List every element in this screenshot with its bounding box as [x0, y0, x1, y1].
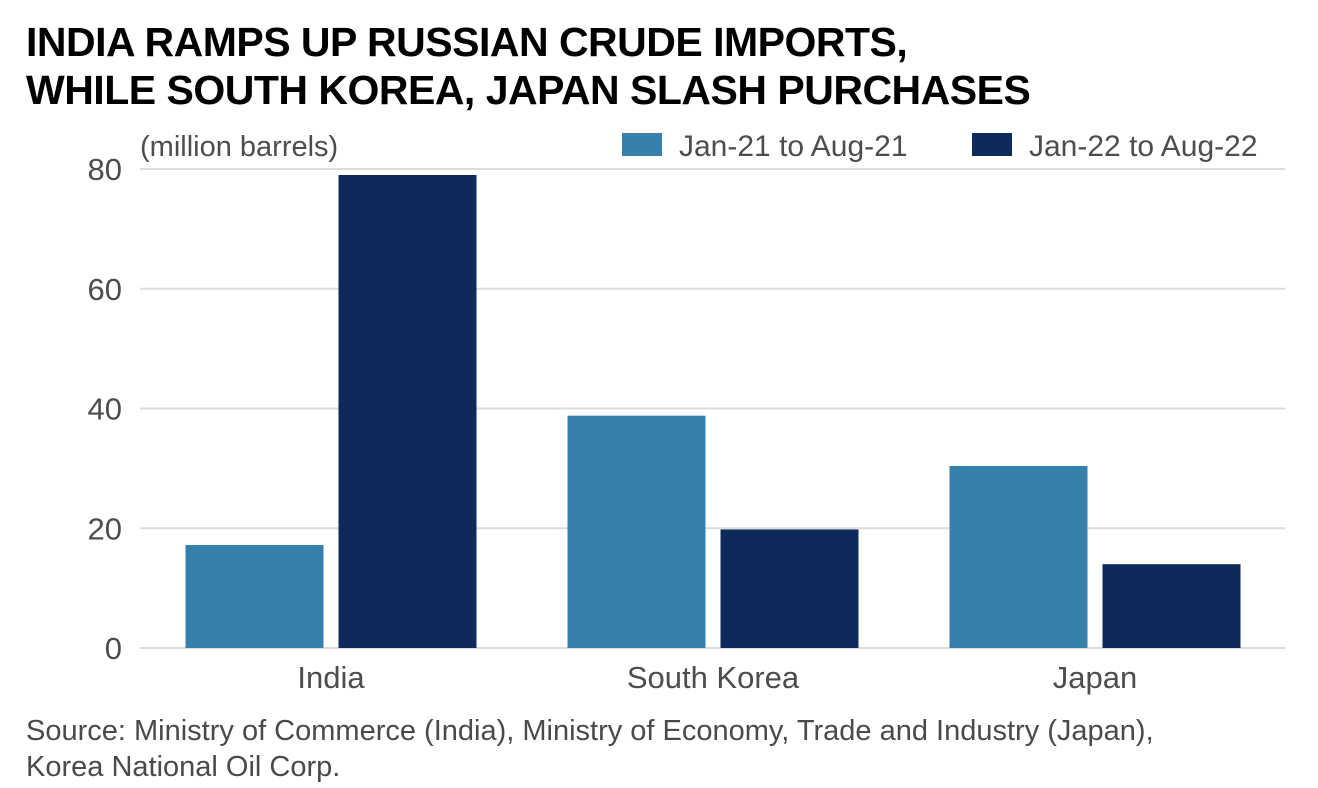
x-axis-labels: India South Korea Japan: [297, 660, 1137, 695]
legend-label-1: Jan-21 to Aug-21: [679, 130, 908, 163]
chart-title: INDIA RAMPS UP RUSSIAN CRUDE IMPORTS, WH…: [26, 18, 1296, 114]
y-tick-label-60: 60: [88, 272, 122, 307]
legend: Jan-21 to Aug-21 Jan-22 to Aug-22: [622, 130, 1258, 163]
y-axis-ticks: 0 20 40 60 80: [88, 152, 122, 666]
legend-swatch-2: [972, 133, 1012, 156]
bar-chart: (million barrels) Jan-21 to Aug-21 Jan-22…: [88, 130, 1285, 695]
x-tick-label-india: India: [297, 660, 365, 695]
bar-south-korea-series-1: [567, 415, 706, 648]
legend-swatch-1: [622, 133, 662, 156]
bar-india-series-2: [338, 174, 477, 649]
chart-title-line-1: INDIA RAMPS UP RUSSIAN CRUDE IMPORTS,: [26, 19, 908, 65]
x-tick-label-south-korea: South Korea: [627, 660, 800, 695]
bars: [185, 174, 1241, 649]
y-tick-label-0: 0: [105, 631, 122, 666]
x-tick-label-japan: Japan: [1053, 660, 1137, 695]
bar-japan-series-2: [1102, 564, 1241, 648]
source-line-2: Korea National Oil Corp.: [26, 751, 341, 783]
y-tick-label-40: 40: [88, 392, 122, 427]
y-tick-label-80: 80: [88, 152, 122, 187]
bar-south-korea-series-2: [720, 529, 859, 648]
y-axis-unit-label: (million barrels): [140, 131, 338, 163]
y-tick-label-20: 20: [88, 511, 122, 546]
bar-japan-series-1: [949, 465, 1088, 648]
source-line-1: Source: Ministry of Commerce (India), Mi…: [26, 715, 1154, 747]
chart-title-line-2: WHILE SOUTH KOREA, JAPAN SLASH PURCHASES: [26, 67, 1031, 113]
legend-label-2: Jan-22 to Aug-22: [1029, 130, 1258, 163]
gridlines: [140, 168, 1285, 649]
source-note: Source: Ministry of Commerce (India), Mi…: [26, 713, 1296, 785]
bar-india-series-1: [185, 545, 324, 648]
